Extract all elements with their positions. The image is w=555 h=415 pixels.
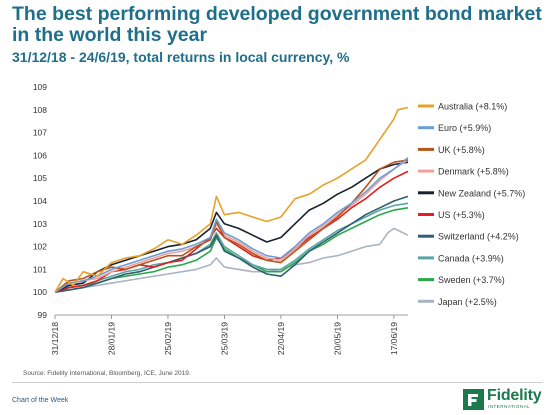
series-line (54, 157, 409, 293)
y-tick-label: 106 (33, 150, 47, 160)
x-tick-label: 17/06/19 (389, 322, 399, 355)
series-line (54, 227, 409, 293)
fidelity-logo-icon (463, 389, 484, 410)
x-axis: 31/12/18 28/01/19 25/02/19 25/03/19 22/04/19… (50, 314, 408, 355)
y-tick-label: 107 (33, 128, 47, 138)
legend-label: US (+5.3%) (438, 210, 485, 220)
series-lines (54, 106, 409, 293)
y-tick-label: 99 (38, 310, 48, 320)
legend-label: Australia (+8.1%) (438, 102, 507, 112)
line-chart: 99 100 101 102 103 104 105 106 107 108 109 31/12/1… (33, 82, 525, 355)
y-tick-label: 108 (33, 105, 47, 115)
y-axis: 99 100 101 102 103 104 105 106 107 108 109 (33, 82, 47, 320)
y-tick-label: 104 (33, 196, 47, 206)
legend-label: Japan (+2.5%) (438, 297, 497, 307)
x-tick-label: 28/01/19 (106, 322, 116, 355)
y-tick-label: 103 (33, 219, 47, 229)
x-tick-label: 25/03/19 (219, 322, 229, 355)
y-tick-label: 100 (33, 287, 47, 297)
legend-label: Sweden (+3.7%) (438, 275, 505, 285)
page-subtitle: 31/12/18 - 24/6/19, total returns in loc… (12, 49, 350, 65)
x-tick-label: 31/12/18 (50, 322, 60, 355)
fidelity-logo-subtext: INTERNATIONAL (488, 404, 531, 409)
series-line (54, 195, 409, 293)
source-note: Source: Fidelity International, Bloomber… (23, 370, 191, 377)
y-tick-label: 109 (33, 82, 47, 92)
x-tick-label: 25/02/19 (163, 322, 173, 355)
series-line (54, 106, 409, 293)
legend-label: Switzerland (+4.2%) (438, 232, 519, 242)
y-tick-label: 101 (33, 264, 47, 274)
legend-label: Canada (+3.9%) (438, 253, 504, 263)
legend-label: Euro (+5.9%) (438, 123, 491, 133)
x-tick-label: 20/05/19 (332, 322, 342, 355)
legend-label: New Zealand (+5.7%) (438, 188, 525, 198)
legend-label: UK (+5.8%) (438, 145, 485, 155)
footer-label: Chart of the Week (12, 397, 69, 404)
fidelity-logo-text: Fidelity (487, 387, 542, 404)
fidelity-logo: Fidelity INTERNATIONAL (463, 387, 547, 412)
legend: Australia (+8.1%) Euro (+5.9%) UK (+5.8%) D… (418, 102, 525, 307)
y-tick-label: 102 (33, 242, 47, 252)
x-tick-label: 22/04/19 (276, 322, 286, 355)
series-line (54, 161, 409, 293)
page-title: The best performing developed government… (12, 3, 542, 46)
y-tick-label: 105 (33, 173, 47, 183)
footer-divider (12, 382, 543, 383)
legend-label: Denmark (+5.8%) (438, 167, 509, 177)
